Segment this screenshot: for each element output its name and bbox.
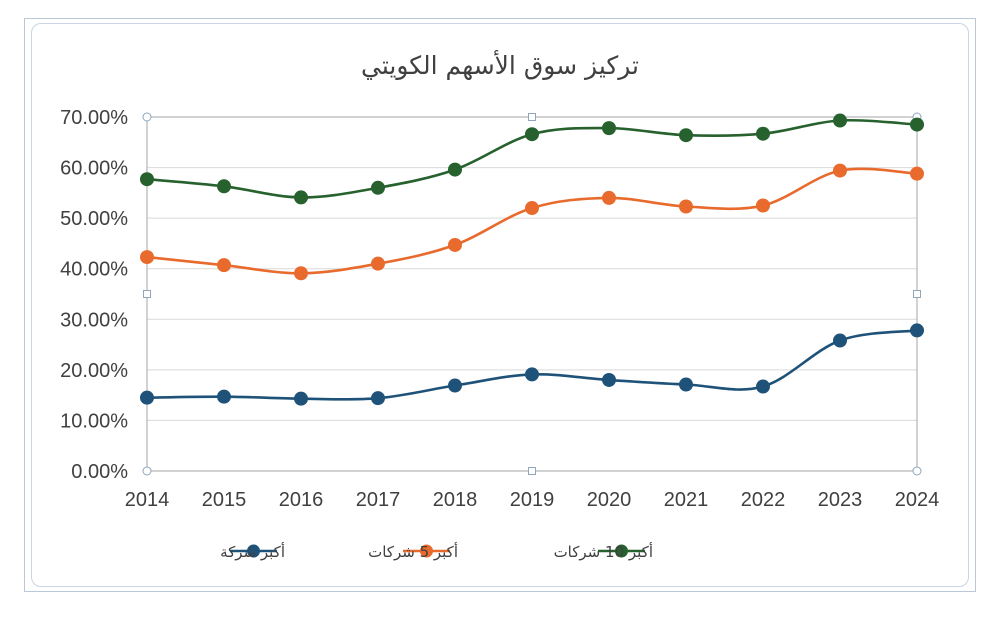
data-point[interactable] — [217, 258, 231, 273]
data-point[interactable] — [448, 378, 462, 393]
resize-handle[interactable] — [142, 466, 152, 476]
data-point[interactable] — [833, 113, 847, 128]
data-point[interactable] — [756, 198, 770, 213]
resize-handle[interactable] — [912, 466, 922, 476]
x-tick-label: 2024 — [895, 489, 940, 511]
y-tick-label: 0.00% — [71, 461, 128, 483]
y-tick-label: 10.00% — [60, 410, 128, 432]
legend: أكبر شركة أكبر 5 شركات أكبر 10 شركات — [220, 542, 653, 561]
y-tick-label: 30.00% — [60, 309, 128, 331]
data-point[interactable] — [602, 121, 616, 136]
data-point[interactable] — [140, 172, 154, 187]
data-point[interactable] — [294, 266, 308, 281]
resize-handle[interactable] — [528, 113, 536, 121]
x-tick-label: 2020 — [587, 489, 632, 511]
y-tick-label: 20.00% — [60, 360, 128, 382]
data-point[interactable] — [448, 162, 462, 177]
x-tick-label: 2023 — [818, 489, 863, 511]
data-point[interactable] — [910, 323, 924, 338]
legend-label: أكبر شركة — [220, 542, 285, 561]
resize-handle[interactable] — [142, 112, 152, 122]
series-2[interactable] — [140, 163, 924, 281]
data-point[interactable] — [679, 128, 693, 143]
data-point[interactable] — [756, 126, 770, 141]
x-tick-label: 2015 — [202, 489, 247, 511]
chart-frame — [24, 18, 976, 592]
resize-handle[interactable] — [528, 467, 536, 475]
y-tick-label: 70.00% — [60, 107, 128, 129]
legend-item-1[interactable]: أكبر شركة — [220, 542, 285, 561]
chart-title: تركيز سوق الأسهم الكويتي — [361, 49, 639, 81]
data-point[interactable] — [910, 117, 924, 132]
data-point[interactable] — [371, 180, 385, 195]
data-point[interactable] — [294, 190, 308, 205]
data-point[interactable] — [679, 377, 693, 392]
data-point[interactable] — [217, 389, 231, 404]
data-point[interactable] — [602, 190, 616, 205]
data-point[interactable] — [525, 367, 539, 382]
legend-label: أكبر 5 شركات — [368, 542, 458, 561]
x-tick-label: 2018 — [433, 489, 478, 511]
x-tick-label: 2021 — [664, 489, 709, 511]
x-tick-label: 2014 — [125, 489, 170, 511]
data-point[interactable] — [602, 372, 616, 387]
data-point[interactable] — [140, 390, 154, 405]
series-line[interactable] — [146, 167, 918, 275]
x-tick-label: 2022 — [741, 489, 786, 511]
data-point[interactable] — [756, 379, 770, 394]
axis-labels: 0.00% 10.00% 20.00% 30.00% 40.00% 50.00% 60.00… — [60, 107, 939, 511]
data-point[interactable] — [371, 391, 385, 406]
data-point[interactable] — [525, 201, 539, 216]
legend-item-2[interactable]: أكبر 5 شركات — [368, 542, 458, 561]
legend-swatch-marker — [615, 544, 628, 558]
legend-swatch-marker — [247, 544, 260, 558]
y-tick-label: 60.00% — [60, 158, 128, 180]
data-point[interactable] — [140, 250, 154, 265]
data-point[interactable] — [679, 199, 693, 214]
data-point[interactable] — [371, 256, 385, 271]
data-point[interactable] — [833, 333, 847, 348]
plot-area[interactable] — [142, 112, 922, 476]
resize-handle[interactable] — [143, 290, 151, 298]
x-tick-label: 2017 — [356, 489, 401, 511]
data-point[interactable] — [217, 179, 231, 194]
data-point[interactable] — [910, 166, 924, 181]
data-point[interactable] — [448, 237, 462, 252]
y-tick-label: 50.00% — [60, 208, 128, 230]
plot-area-border — [146, 116, 918, 472]
data-point[interactable] — [294, 391, 308, 406]
x-tick-label: 2016 — [279, 489, 324, 511]
chart-area — [31, 23, 969, 587]
y-tick-label: 40.00% — [60, 259, 128, 281]
series-layer — [140, 113, 924, 406]
legend-swatch-marker — [420, 544, 433, 558]
series-line[interactable] — [146, 329, 918, 401]
x-tick-label: 2019 — [510, 489, 555, 511]
data-point[interactable] — [833, 163, 847, 178]
legend-label: أكبر 10 شركات — [554, 542, 653, 561]
series-1[interactable] — [140, 323, 924, 406]
data-point[interactable] — [525, 127, 539, 142]
legend-item-3[interactable]: أكبر 10 شركات — [554, 542, 653, 561]
series-3[interactable] — [140, 113, 924, 205]
resize-handle[interactable] — [913, 290, 921, 298]
